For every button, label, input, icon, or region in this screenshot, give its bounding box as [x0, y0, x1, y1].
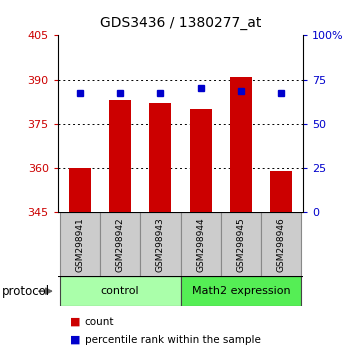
Bar [180, 212, 221, 276]
Text: Math2 expression: Math2 expression [192, 286, 290, 296]
Text: GSM298942: GSM298942 [116, 217, 125, 272]
Bar [261, 212, 301, 276]
Text: GSM298945: GSM298945 [236, 217, 245, 272]
Text: GSM298946: GSM298946 [277, 217, 286, 272]
Bar [60, 212, 100, 276]
Text: GSM298944: GSM298944 [196, 217, 205, 272]
Text: count: count [85, 317, 114, 327]
Text: control: control [101, 286, 139, 296]
Text: percentile rank within the sample: percentile rank within the sample [85, 335, 261, 345]
Bar [149, 103, 171, 212]
Bar [140, 212, 180, 276]
Text: ■: ■ [70, 335, 81, 345]
Text: GSM298941: GSM298941 [75, 217, 84, 272]
Bar [69, 168, 91, 212]
Text: GDS3436 / 1380277_at: GDS3436 / 1380277_at [100, 16, 261, 30]
Bar [60, 276, 180, 306]
Text: GSM298943: GSM298943 [156, 217, 165, 272]
Bar [230, 77, 252, 212]
Bar [190, 109, 212, 212]
Bar [221, 212, 261, 276]
Bar [270, 171, 292, 212]
Text: ■: ■ [70, 317, 81, 327]
Bar [109, 100, 131, 212]
Text: protocol: protocol [2, 285, 50, 298]
Bar [180, 276, 301, 306]
Bar [100, 212, 140, 276]
